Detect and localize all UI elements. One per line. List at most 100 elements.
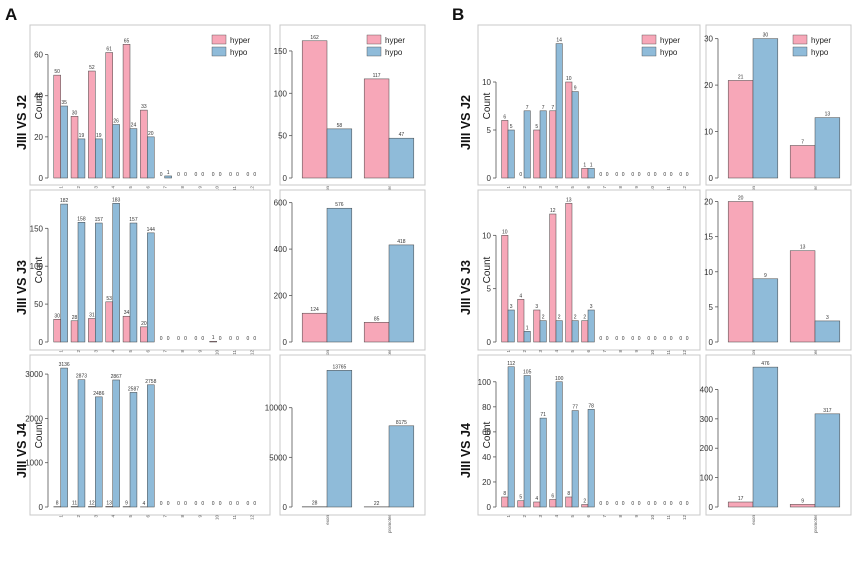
legend-swatch-hyper [211, 34, 227, 45]
y-tick-label: 100 [274, 89, 288, 98]
y-tick-label: 200 [274, 292, 288, 301]
bar-hypo [555, 320, 563, 343]
data-label: 20 [738, 196, 744, 202]
data-label: 47 [399, 132, 405, 138]
data-label: 0 [229, 501, 232, 507]
y-tick-label: 50 [34, 300, 43, 309]
data-label: 0 [201, 336, 204, 342]
category-label: 3 [538, 515, 543, 518]
category-label: 5 [570, 515, 575, 518]
data-label: 0 [246, 172, 249, 178]
category-label: exon [751, 515, 756, 525]
y-tick-label: 5000 [269, 453, 287, 462]
y-tick-label: 300 [700, 415, 714, 424]
data-label: 5 [519, 495, 522, 501]
bar-hyper [565, 203, 573, 343]
category-label: exon [325, 515, 330, 525]
data-label: 0 [236, 501, 239, 507]
data-label: 0 [160, 172, 163, 178]
data-label: 0 [253, 336, 256, 342]
data-label: 10 [502, 229, 508, 235]
category-label: 10 [215, 186, 220, 192]
y-tick-label: 80 [482, 403, 491, 412]
data-label: 3136 [59, 362, 70, 368]
data-label: 112 [507, 361, 515, 367]
bar-hypo [77, 138, 86, 179]
legend-swatch-hypo [641, 46, 657, 57]
y-axis-label: Count [34, 421, 45, 448]
category-label: 11 [232, 186, 237, 191]
category-label: 11 [666, 350, 671, 355]
y-tick-label: 40 [34, 92, 43, 101]
category-label: 4 [554, 186, 559, 189]
y-tick-label: 10 [482, 231, 491, 240]
data-label: 0 [160, 336, 163, 342]
data-label: 9 [801, 498, 804, 504]
category-label: 1 [506, 515, 511, 518]
y-tick-label: 10 [482, 78, 491, 87]
category-label: 9 [197, 186, 202, 189]
data-label: 53 [106, 296, 112, 302]
y-tick-label: 150 [30, 224, 44, 233]
y-tick-label: 400 [274, 245, 288, 254]
category-label: 7 [163, 186, 168, 189]
category-label: 2 [76, 515, 81, 518]
bar-hyper [301, 40, 328, 179]
category-label: 3 [538, 350, 543, 353]
data-label: 0 [160, 501, 163, 507]
row-label-b-3: JIII VS J4 [459, 423, 473, 478]
data-label: 0 [622, 336, 625, 342]
data-label: 31 [89, 313, 95, 319]
data-label: 158 [77, 216, 86, 222]
data-label: 9 [574, 86, 577, 92]
category-label: promoter [387, 515, 392, 534]
category-label: 3 [538, 186, 543, 189]
chart-a1: 0204060Count5035130192521936126465245332… [29, 24, 271, 192]
bar-hyper [581, 168, 589, 179]
category-label: 4 [554, 515, 559, 518]
bar-hyper [88, 70, 96, 179]
bar-hypo [555, 381, 563, 508]
bar-hyper [549, 213, 557, 343]
bar-hypo [571, 320, 579, 343]
category-label: 8 [180, 186, 185, 189]
category-label: 6 [586, 515, 591, 518]
data-label: 9 [125, 501, 128, 507]
row-label-a-2: JIII VS J3 [15, 260, 29, 315]
category-label: 11 [232, 515, 237, 520]
bar-hyper [501, 120, 509, 179]
data-label: 0 [670, 172, 673, 178]
y-tick-label: 60 [34, 51, 43, 60]
bar-hypo [507, 129, 515, 179]
data-label: 0 [184, 172, 187, 178]
data-label: 20 [141, 321, 147, 327]
data-label: 26 [113, 119, 119, 125]
row-label-a-1: JIII VS J2 [15, 95, 29, 150]
y-tick-label: 40 [482, 453, 491, 462]
chart-b4: 05101520209exon133promoter [704, 189, 852, 368]
y-tick-label: 0 [283, 338, 288, 347]
category-label: 4 [554, 350, 559, 353]
bar-hyper [122, 315, 131, 343]
category-label: 8 [180, 515, 185, 518]
y-tick-label: 5 [709, 303, 714, 312]
category-label: 12 [249, 186, 254, 192]
legend-label-hyper: hyper [230, 36, 250, 45]
category-label: 3 [93, 186, 98, 189]
y-tick-label: 5 [487, 126, 492, 135]
data-label: 0 [201, 172, 204, 178]
category-label: 1 [506, 350, 511, 353]
data-label: 0 [647, 172, 650, 178]
category-label: 2 [522, 350, 527, 353]
bar-hypo [523, 331, 531, 343]
data-label: 8 [503, 491, 506, 497]
data-label: 30 [763, 33, 769, 39]
data-label: 0 [631, 172, 634, 178]
data-label: 3 [510, 304, 513, 310]
y-tick-label: 100 [30, 262, 44, 271]
data-label: 162 [310, 35, 319, 41]
data-label: 13 [106, 500, 112, 506]
data-label: 22 [374, 501, 380, 507]
data-label: 0 [219, 172, 222, 178]
data-label: 182 [60, 198, 69, 204]
